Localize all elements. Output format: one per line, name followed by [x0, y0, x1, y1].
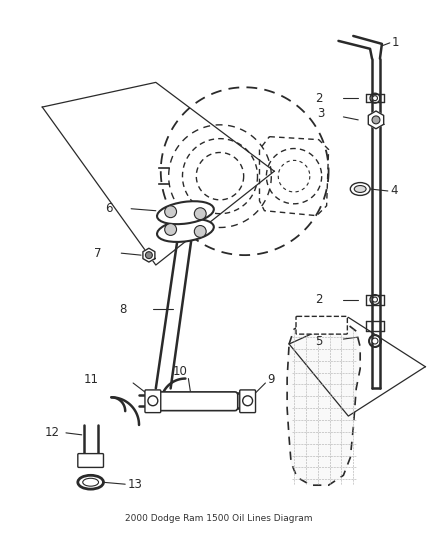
- Polygon shape: [287, 319, 360, 485]
- Circle shape: [373, 297, 378, 302]
- Text: 1: 1: [392, 36, 399, 50]
- Text: 8: 8: [119, 303, 127, 316]
- Text: 2: 2: [315, 92, 322, 104]
- Text: 5: 5: [315, 335, 322, 348]
- Circle shape: [165, 223, 177, 236]
- Circle shape: [373, 96, 378, 101]
- Ellipse shape: [157, 201, 214, 224]
- Circle shape: [194, 208, 206, 220]
- Text: 2000 Dodge Ram 1500 Oil Lines Diagram: 2000 Dodge Ram 1500 Oil Lines Diagram: [125, 514, 313, 523]
- Text: 3: 3: [317, 108, 324, 120]
- Circle shape: [372, 338, 378, 344]
- Circle shape: [194, 225, 206, 237]
- Ellipse shape: [350, 183, 370, 196]
- FancyBboxPatch shape: [145, 390, 161, 413]
- Text: 6: 6: [106, 202, 113, 215]
- Text: 11: 11: [84, 373, 99, 385]
- Circle shape: [145, 252, 152, 259]
- Circle shape: [372, 116, 380, 124]
- Polygon shape: [143, 248, 155, 262]
- Text: 4: 4: [391, 184, 398, 197]
- FancyBboxPatch shape: [240, 390, 255, 413]
- Text: 9: 9: [267, 373, 275, 385]
- Ellipse shape: [83, 478, 99, 486]
- Text: 2: 2: [315, 293, 322, 306]
- Ellipse shape: [354, 185, 366, 192]
- Text: 10: 10: [173, 365, 187, 378]
- Circle shape: [165, 206, 177, 217]
- Text: 13: 13: [127, 478, 142, 491]
- FancyBboxPatch shape: [158, 392, 238, 410]
- Text: 12: 12: [44, 426, 59, 439]
- FancyBboxPatch shape: [296, 317, 347, 334]
- FancyBboxPatch shape: [78, 454, 103, 467]
- Text: 7: 7: [94, 247, 101, 260]
- Polygon shape: [368, 111, 384, 129]
- Ellipse shape: [157, 219, 214, 242]
